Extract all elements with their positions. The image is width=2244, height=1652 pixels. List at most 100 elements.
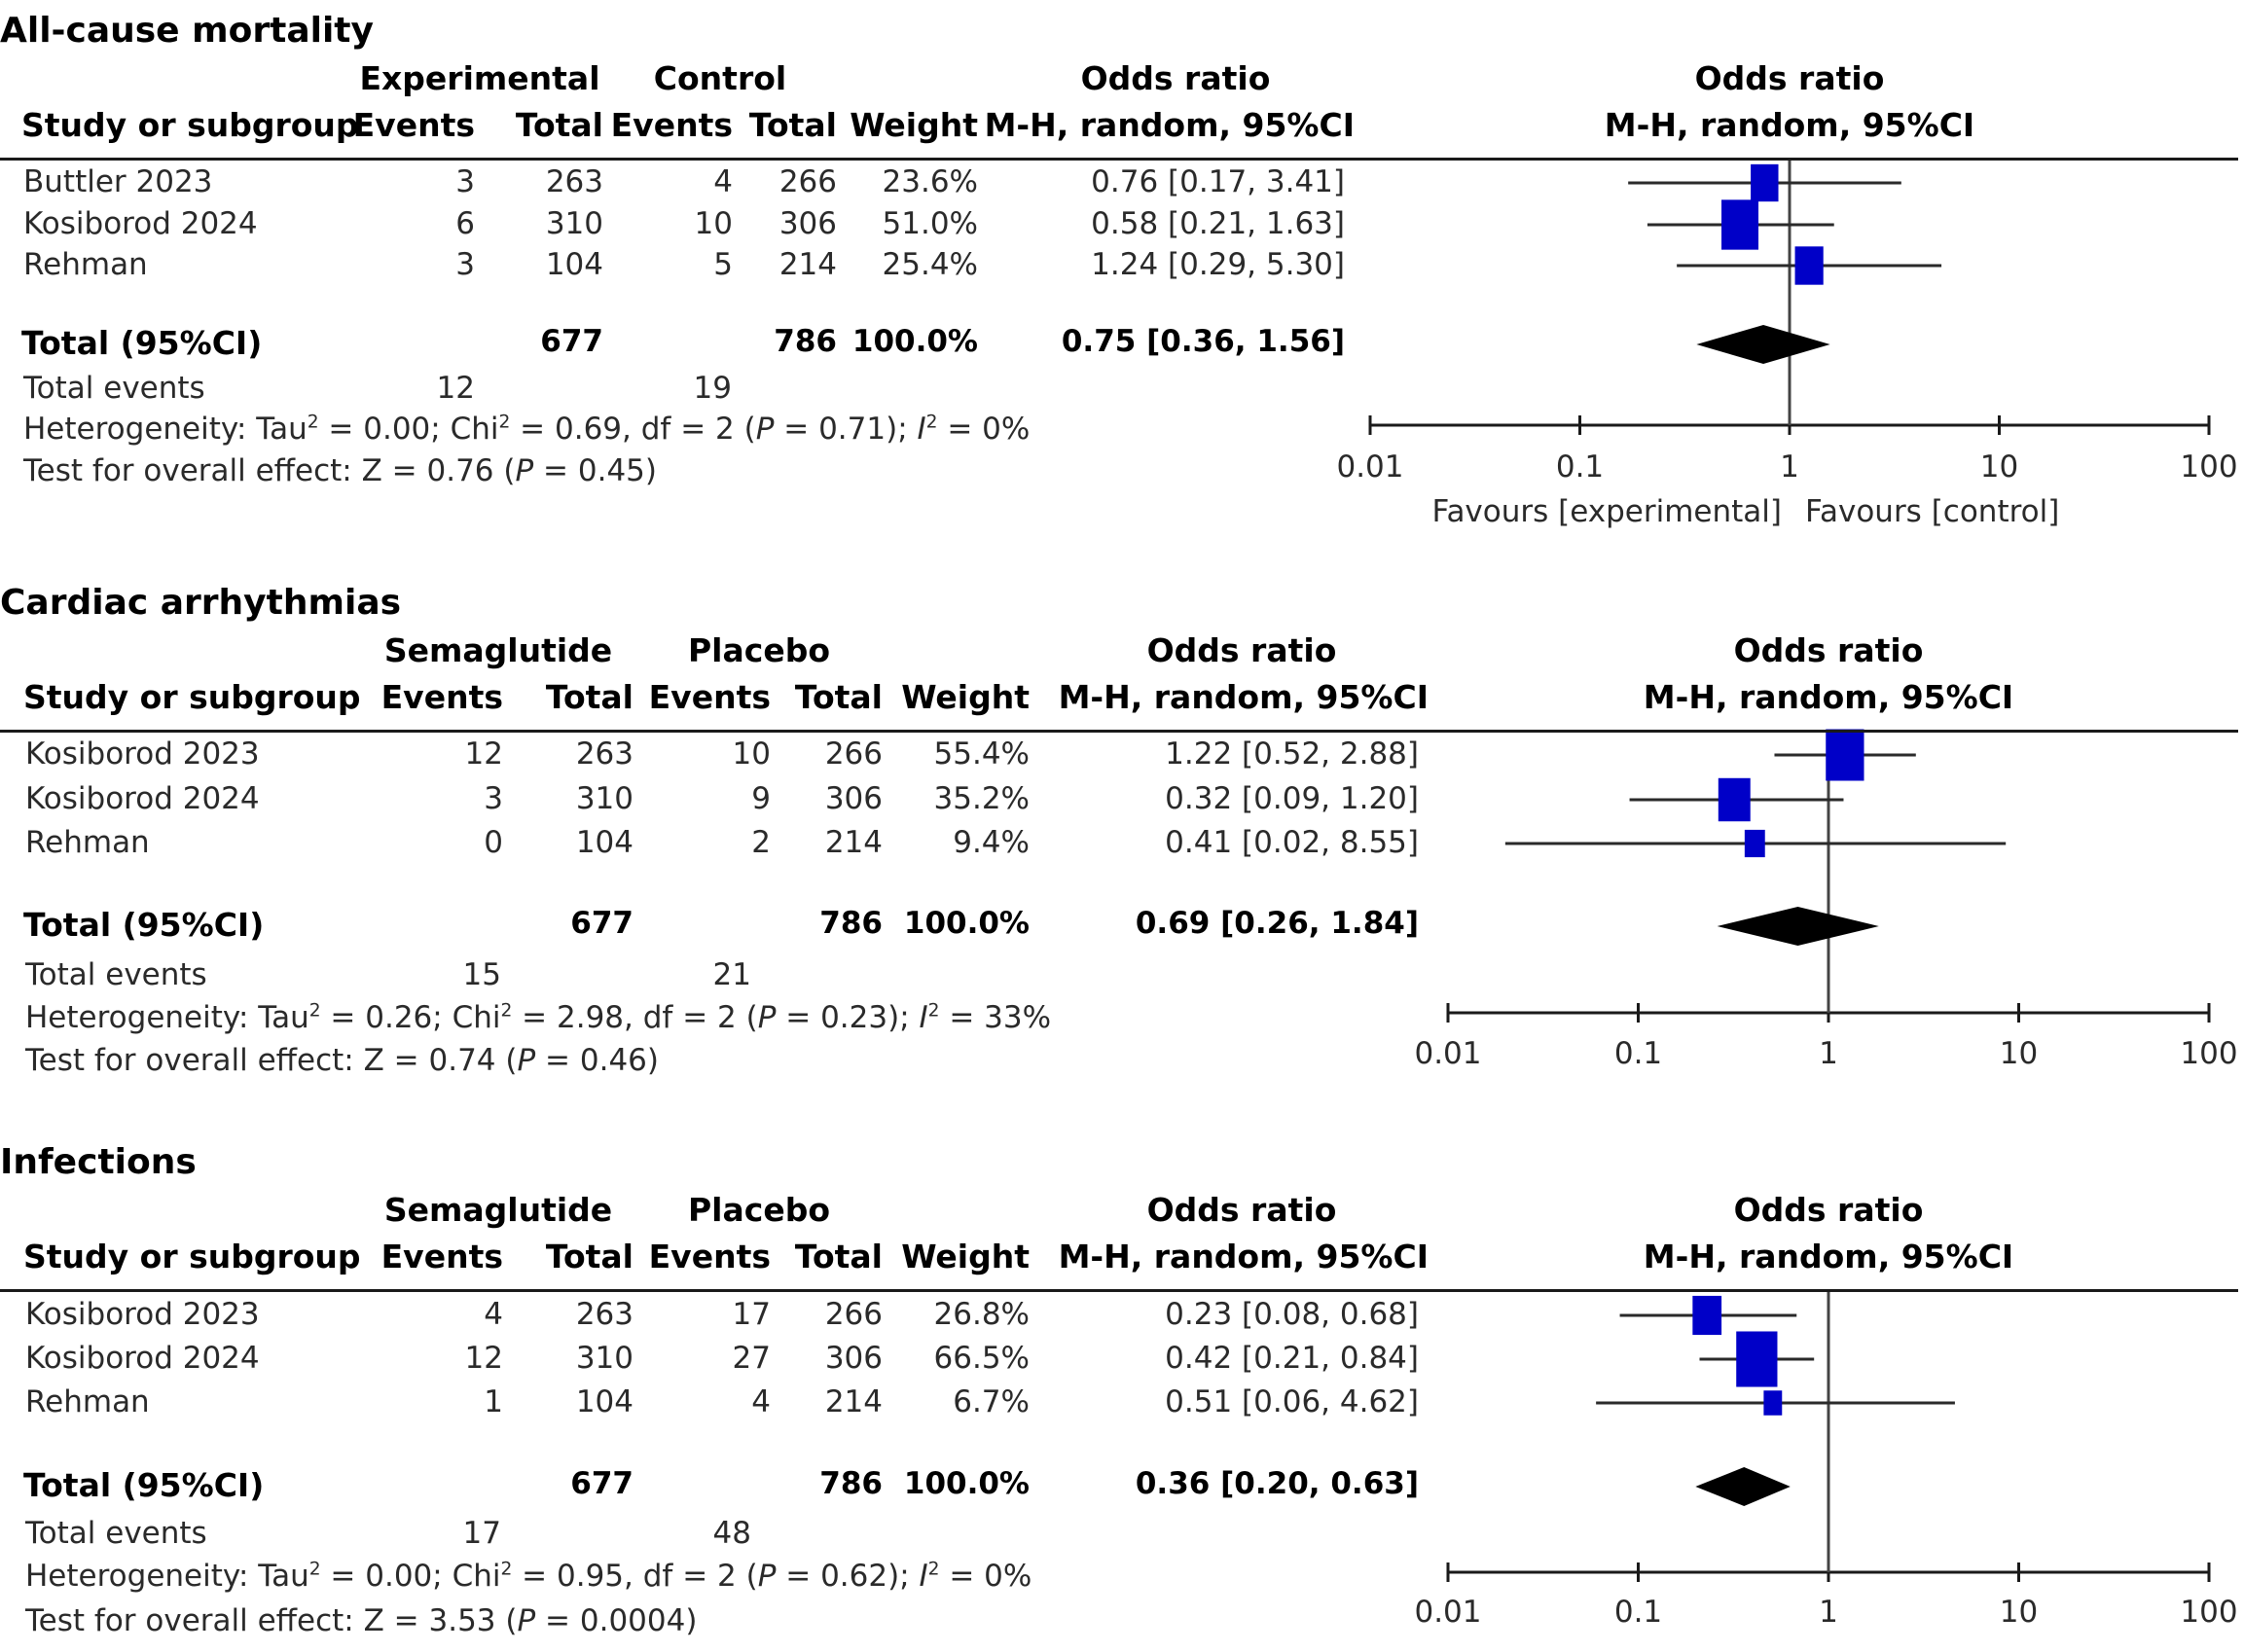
study-name: Kosiborod 2024 (25, 781, 260, 816)
study-point-estimate (1718, 777, 1751, 822)
total-events-label: Total events (25, 957, 207, 992)
x-axis-tick-label: 10 (1999, 1595, 2039, 1630)
study-point-estimate (1692, 1295, 1722, 1336)
weight: 23.6% (882, 164, 978, 199)
total-ctrl-total: 786 (774, 324, 837, 359)
total-weight: 100.0% (903, 1466, 1030, 1501)
group-header-odds-ratio-plot: Odds ratio (1694, 59, 1885, 97)
panel-title: Infections (0, 1142, 197, 1182)
study-name: Kosiborod 2024 (25, 1341, 260, 1376)
col-header-or-text: M-H, random, 95%CI (984, 106, 1355, 144)
x-axis-tick-label: 0.01 (1336, 449, 1404, 485)
x-axis-tick-label: 1 (1780, 449, 1799, 485)
p-symbol: P (757, 1000, 777, 1035)
heterogeneity-tau2: = 0.00; Chi (318, 412, 499, 447)
odds-ratio-ci: 0.41 [0.02, 8.55] (1165, 825, 1419, 860)
total-events-exp: 17 (462, 1516, 501, 1551)
ctrl-events: 4 (751, 1384, 771, 1419)
col-header-ctrl-events: Events (610, 106, 733, 144)
study-name: Rehman (25, 825, 150, 860)
col-header-exp-events: Events (352, 106, 475, 144)
ctrl-total: 266 (778, 164, 837, 199)
col-header-study: Study or subgroup (23, 1238, 361, 1275)
favours-control-label: Favours [control] (1805, 494, 2060, 529)
col-header-weight: Weight (901, 1238, 1030, 1275)
superscript-2: 2 (927, 1559, 940, 1580)
total-odds-ratio-ci: 0.75 [0.36, 1.56] (1061, 324, 1345, 359)
exp-total: 263 (575, 736, 633, 772)
col-header-exp-total: Total (545, 1238, 633, 1275)
col-header-ctrl-total: Total (794, 1238, 883, 1275)
odds-ratio-ci: 0.42 [0.21, 0.84] (1165, 1341, 1419, 1376)
ctrl-total: 266 (824, 736, 883, 772)
study-name: Rehman (25, 1384, 150, 1419)
group-header-experimental: Experimental (359, 59, 600, 97)
total-events-exp: 15 (462, 957, 501, 992)
heterogeneity-p: = 0.62); (776, 1559, 920, 1594)
ctrl-events: 10 (694, 206, 733, 241)
group-header-experimental: Semaglutide (383, 1191, 613, 1229)
study-name: Rehman (23, 247, 148, 282)
overall-effect-prefix: Test for overall effect: Z = 0.76 ( (23, 453, 516, 488)
x-axis-tick-label: 10 (1979, 449, 2019, 485)
col-header-study: Study or subgroup (21, 106, 359, 144)
col-header-ctrl-total: Total (794, 678, 883, 716)
superscript-2: 2 (308, 1559, 321, 1580)
exp-total: 310 (545, 206, 603, 241)
superscript-2: 2 (500, 1000, 513, 1022)
total-weight: 100.0% (851, 324, 978, 359)
group-header-odds-ratio-text: Odds ratio (1080, 59, 1271, 97)
superscript-2: 2 (307, 412, 319, 433)
panel-title: Cardiac arrhythmias (0, 583, 402, 623)
exp-total: 104 (545, 247, 603, 282)
weight: 6.7% (953, 1384, 1030, 1419)
weight: 66.5% (933, 1341, 1030, 1376)
heterogeneity-i2: = 33% (939, 1000, 1052, 1035)
total-label: Total (95%CI) (23, 906, 265, 944)
weight: 26.8% (933, 1297, 1030, 1332)
ctrl-total: 214 (778, 247, 837, 282)
odds-ratio-ci: 0.32 [0.09, 1.20] (1165, 781, 1419, 816)
ctrl-events: 4 (713, 164, 733, 199)
exp-total: 263 (545, 164, 603, 199)
col-header-ctrl-total: Total (748, 106, 837, 144)
pooled-estimate-diamond (1717, 907, 1879, 946)
x-axis-tick-label: 0.1 (1613, 1036, 1663, 1071)
exp-events: 3 (484, 781, 503, 816)
x-axis-tick-label: 10 (1999, 1036, 2039, 1071)
x-axis-tick-label: 1 (1819, 1036, 1838, 1071)
heterogeneity-prefix: Heterogeneity: Tau (23, 412, 308, 447)
total-ctrl-total: 786 (819, 1466, 883, 1501)
total-events-label: Total events (25, 1516, 207, 1551)
study-name: Kosiborod 2023 (25, 1297, 260, 1332)
weight: 51.0% (882, 206, 978, 241)
group-header-experimental: Semaglutide (383, 631, 613, 669)
superscript-2: 2 (498, 412, 511, 433)
col-header-exp-total: Total (515, 106, 603, 144)
weight: 9.4% (953, 825, 1030, 860)
ctrl-total: 306 (824, 1341, 883, 1376)
exp-events: 0 (484, 825, 503, 860)
ctrl-total: 306 (824, 781, 883, 816)
ctrl-events: 5 (713, 247, 733, 282)
ctrl-total: 214 (824, 825, 883, 860)
overall-effect-p: = 0.46) (535, 1043, 659, 1078)
exp-events: 12 (464, 736, 503, 772)
heterogeneity-i2: = 0% (939, 1559, 1032, 1594)
heterogeneity-p: = 0.23); (776, 1000, 920, 1035)
x-axis-tick-label: 0.1 (1555, 449, 1605, 485)
col-header-or-plot: M-H, random, 95%CI (1643, 678, 2014, 716)
ctrl-events: 10 (732, 736, 771, 772)
i-symbol: I (919, 1559, 928, 1594)
ctrl-total: 306 (778, 206, 837, 241)
panel-title: All-cause mortality (0, 11, 374, 51)
x-axis-tick-label: 0.1 (1613, 1595, 1663, 1630)
study-name: Kosiborod 2023 (25, 736, 260, 772)
heterogeneity-tau2: = 0.26; Chi (320, 1000, 501, 1035)
weight: 55.4% (933, 736, 1030, 772)
col-header-study: Study or subgroup (23, 678, 361, 716)
heterogeneity-stats: Heterogeneity: Tau2 = 0.26; Chi2 = 2.98,… (25, 1000, 1052, 1035)
heterogeneity-chi2: = 2.98, df = 2 ( (512, 1000, 758, 1035)
study-point-estimate (1751, 163, 1779, 202)
